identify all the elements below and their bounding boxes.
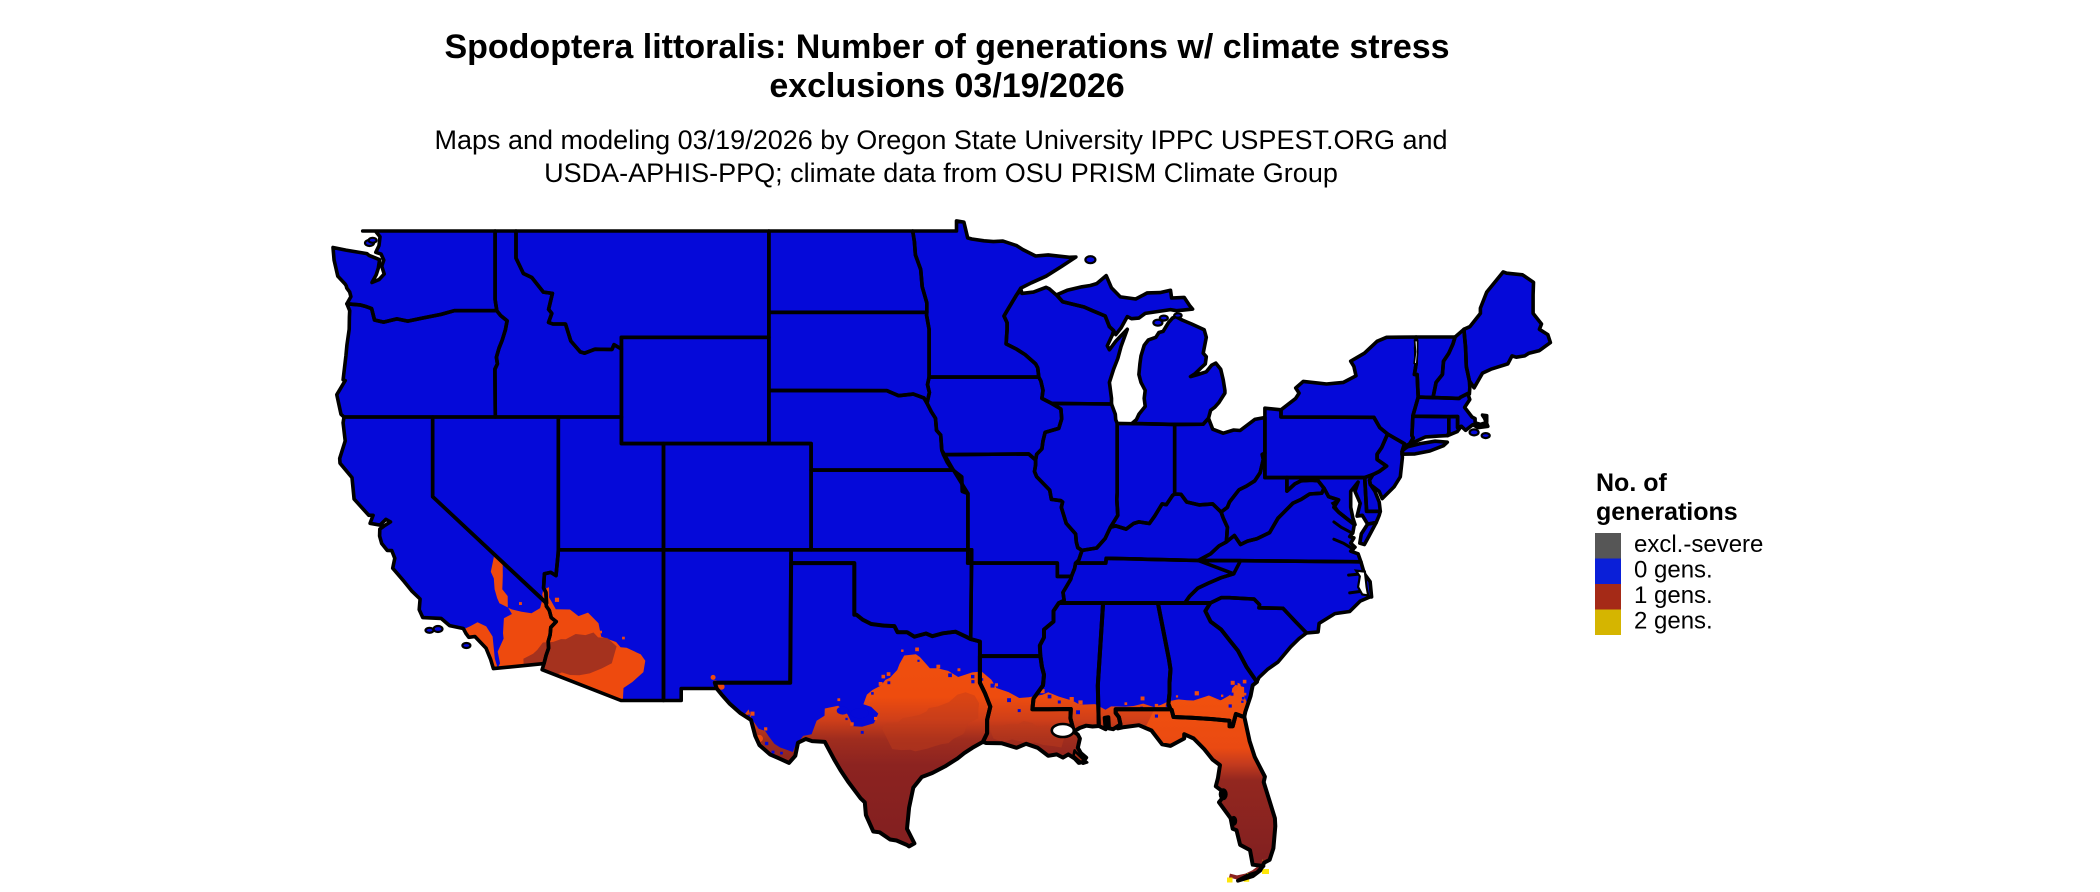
svg-text:USDA-APHIS-PPQ; climate data f: USDA-APHIS-PPQ; climate data from OSU PR… [544,158,1338,188]
svg-text:Maps and modeling 03/19/2026 b: Maps and modeling 03/19/2026 by Oregon S… [434,125,1447,155]
svg-text:No. of: No. of [1596,469,1667,497]
svg-text:generations: generations [1596,498,1738,526]
svg-text:0 gens.: 0 gens. [1634,557,1713,584]
svg-text:exclusions 03/19/2026: exclusions 03/19/2026 [769,67,1124,105]
svg-text:Spodoptera littoralis: Number: Spodoptera littoralis: Number of generat… [444,28,1449,66]
svg-text:2 gens.: 2 gens. [1634,608,1713,635]
svg-text:1 gens.: 1 gens. [1634,582,1713,609]
svg-text:excl.-severe: excl.-severe [1634,531,1763,558]
